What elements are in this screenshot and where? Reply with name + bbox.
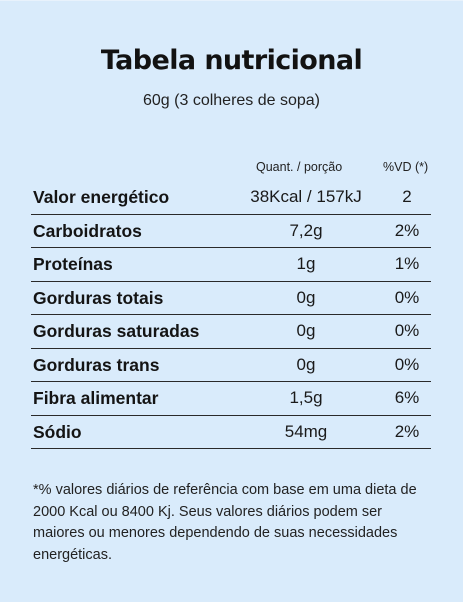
nutrient-quantity: 54mg [284,421,328,441]
column-header-daily-value: %VD (*) [383,160,429,174]
table-row: Fibra alimentar 1,5g 6% [31,382,431,416]
nutrient-daily-value: 2 [402,187,412,206]
serving-size: 60g (3 colheres de sopa) [143,92,320,109]
nutrition-table: Valor energético 38Kcal / 157kJ 2 Carboi… [31,181,431,449]
nutrient-quantity: 1g [296,254,316,273]
table-row: Gorduras totais 0g 0% [31,282,431,315]
nutrient-name: Gorduras saturadas [33,321,200,341]
nutrient-name: Gorduras totais [33,287,164,308]
nutrient-daily-value: 2% [394,220,420,240]
nutrient-daily-value: 0% [394,354,420,374]
nutrient-quantity: 7,2g [289,220,323,240]
nutrient-quantity: 0g [296,354,316,374]
nutrient-quantity: 0g [296,321,316,340]
table-row: Gorduras saturadas 0g 0% [31,315,431,349]
nutrient-daily-value: 0% [394,321,420,340]
nutrient-daily-value: 2% [394,421,420,441]
nutrient-name: Sódio [33,421,82,442]
nutrient-daily-value: 0% [394,287,420,307]
nutrient-name: Proteínas [33,254,113,274]
table-row: Gorduras trans 0g 0% [31,349,431,382]
column-header-quantity: Quant. / porção [256,160,343,174]
nutrient-quantity: 38Kcal / 157kJ [250,187,362,206]
nutrient-quantity: 1,5g [289,388,323,407]
nutrient-name: Carboidratos [33,220,142,241]
nutrient-daily-value: 1% [394,254,420,273]
nutrient-name: Fibra alimentar [33,388,159,408]
nutrient-name: Gorduras trans [33,354,160,375]
table-row: Proteínas 1g 1% [31,248,431,282]
footnote: *% valores diários de referência com bas… [33,482,417,563]
table-row: Carboidratos 7,2g 2% [31,215,431,248]
table-row: Valor energético 38Kcal / 157kJ 2 [31,181,431,215]
page-title: Tabela nutricional [100,45,363,76]
table-row: Sódio 54mg 2% [31,416,431,449]
nutrient-quantity: 0g [296,287,316,307]
nutrient-daily-value: 6% [394,388,420,407]
nutrient-name: Valor energético [33,187,170,207]
